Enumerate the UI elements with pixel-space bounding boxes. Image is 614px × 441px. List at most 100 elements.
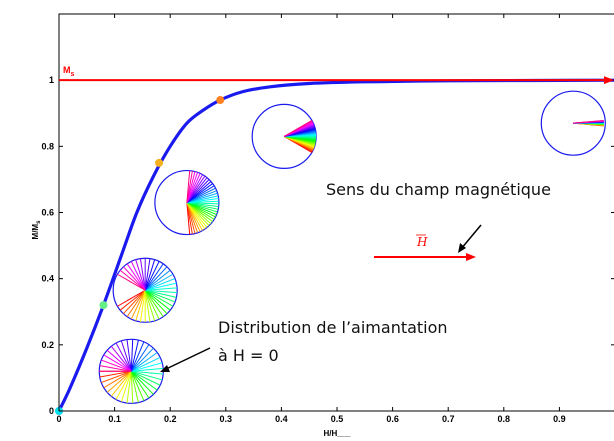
- diagram-moment-line: [130, 371, 139, 403]
- diagram-moment-line: [144, 273, 174, 291]
- saturation-arrowhead: [604, 76, 614, 85]
- diagram-moment-line: [126, 371, 132, 404]
- diagram-moment-line: [144, 266, 168, 291]
- x-tick-label: 0.9: [553, 414, 566, 424]
- diagram-moment-line: [144, 289, 174, 307]
- axis-ticks: 0 0.1 0.2 0.3 0.4 0.5 0.6 0.7 0.8 0.9 0 0.2 0.4 0.6 0.…: [41, 14, 614, 424]
- x-tick-label: 0.1: [108, 414, 121, 424]
- diagram-moment-line: [120, 340, 132, 372]
- x-tick-label: 0.6: [386, 414, 399, 424]
- magnetization-diagram: [98, 338, 164, 404]
- diagram-moment-line: [130, 261, 146, 291]
- diagram-moment-line: [126, 263, 146, 291]
- y-tick-label: 0.8: [41, 141, 54, 151]
- diagram-moment-line: [120, 371, 132, 402]
- y-axis-label-main: M/M: [31, 224, 40, 240]
- curve-marker: [155, 158, 164, 167]
- y-axis-label: M/Ms: [31, 220, 42, 240]
- diagram-moment-line: [126, 289, 146, 317]
- diagram-moment-line: [123, 266, 146, 291]
- diagram-moment-line: [130, 344, 150, 372]
- y-tick-label: 0.2: [41, 340, 54, 350]
- diagram-moment-line: [101, 370, 132, 384]
- diagram-moment-line: [144, 263, 164, 291]
- diagram-moment-line: [131, 362, 163, 372]
- diagram-moment-line: [117, 289, 146, 307]
- distribution-annotation: Distribution de l’aimantation à H = 0: [160, 318, 448, 372]
- diagram-moment-line: [101, 359, 132, 372]
- saturation-label-sub: s: [71, 71, 75, 78]
- diagram-moment-line: [131, 356, 161, 372]
- diagram-moment-line: [145, 289, 178, 294]
- diagram-moment-line: [99, 365, 132, 372]
- diagram-moment-line: [117, 273, 146, 291]
- field-annotation: Sens du champ magnétique: [326, 180, 551, 253]
- x-tick-label: 0.8: [498, 414, 511, 424]
- diagram-moment-line: [130, 371, 150, 399]
- x-tick-label: 0.4: [275, 414, 288, 424]
- diagram-moment-line: [131, 370, 163, 381]
- diagram-moment-line: [130, 290, 146, 320]
- diagram-moment-line: [123, 289, 146, 315]
- field-pointer-arrow: [460, 224, 482, 250]
- diagram-moment-line: [144, 289, 176, 303]
- h-vector: H: [374, 234, 476, 261]
- magnetization-diagrams: [98, 90, 606, 404]
- distribution-label-line1: Distribution de l’aimantation: [218, 318, 448, 337]
- diagram-moment-line: [144, 259, 156, 291]
- field-direction-label: Sens du champ magnétique: [326, 180, 551, 199]
- distribution-label-line2: à H = 0: [218, 346, 279, 365]
- diagram-moment-line: [103, 354, 132, 372]
- diagram-moment-line: [145, 287, 178, 291]
- x-tick-label: 0.2: [164, 414, 177, 424]
- diagram-moment-line: [119, 269, 146, 291]
- diagram-moment-line: [144, 261, 160, 291]
- diagram-moment-line: [144, 290, 151, 322]
- h-vector-arrowhead: [466, 253, 476, 261]
- diagram-moment-line: [130, 339, 134, 372]
- y-tick-label: 1: [49, 75, 54, 85]
- diagram-moment-line: [130, 341, 145, 372]
- curve-marker: [99, 301, 108, 310]
- diagram-moment-line: [119, 289, 146, 311]
- distribution-pointer-arrow: [163, 347, 211, 371]
- diagram-moment-line: [130, 347, 154, 372]
- diagram-moment-line: [130, 371, 145, 401]
- y-tick-label: 0.4: [41, 274, 54, 284]
- diagram-moment-line: [130, 370, 154, 395]
- diagram-moment-line: [106, 370, 132, 393]
- magnetization-diagram: [154, 169, 220, 236]
- x-tick-label: 0.3: [220, 414, 233, 424]
- diagram-moment-line: [130, 352, 158, 372]
- x-tick-label: 0.5: [331, 414, 344, 424]
- magnetization-diagram: [251, 103, 317, 170]
- diagram-moment-line: [106, 349, 132, 372]
- diagram-moment-line: [135, 290, 146, 321]
- magnetization-diagram: [540, 90, 606, 156]
- diagram-moment-line: [144, 289, 168, 315]
- diagram-moment-line: [99, 370, 132, 378]
- diagram-moment-line: [131, 370, 164, 375]
- field-pointer-arrowhead: [458, 243, 466, 253]
- diagram-moment-line: [110, 370, 132, 397]
- y-tick-label: 0: [49, 406, 54, 416]
- y-axis-label-sub: s: [36, 220, 42, 224]
- curve-marker: [216, 96, 225, 105]
- diagram-moment-line: [130, 371, 134, 404]
- diagram-moment-line: [573, 120, 604, 124]
- diagram-moment-line: [110, 345, 132, 372]
- y-tick-label: 0.6: [41, 208, 54, 218]
- diagram-moment-line: [144, 269, 171, 291]
- diagram-moment-line: [139, 258, 146, 291]
- diagram-moment-line: [131, 370, 161, 386]
- magnetization-diagram: [112, 257, 178, 323]
- x-axis-label: H/H___: [323, 429, 351, 438]
- diagram-moment-line: [186, 170, 191, 203]
- saturation-label-main: M: [63, 65, 71, 75]
- diagram-moment-line: [131, 367, 164, 372]
- diagram-moment-line: [144, 289, 164, 317]
- diagram-moment-line: [144, 289, 171, 311]
- diagram-moment-line: [130, 370, 158, 391]
- diagram-moment-line: [144, 290, 156, 321]
